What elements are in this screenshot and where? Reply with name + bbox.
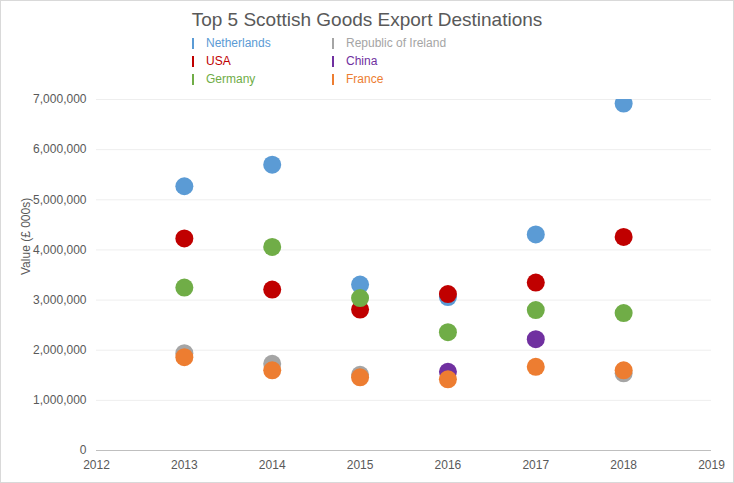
html-text:Germany: Germany — [206, 72, 256, 86]
svg-text:2014: 2014 — [259, 458, 286, 472]
svg-text:7,000,000: 7,000,000 — [33, 92, 87, 106]
html-text:Top 5 Scottish Goods Export De: Top 5 Scottish Goods Export Destinations — [191, 9, 543, 30]
svg-text:4,000,000: 4,000,000 — [33, 243, 87, 257]
svg-text:6,000,000: 6,000,000 — [33, 142, 87, 156]
svg-text:2015: 2015 — [347, 458, 374, 472]
svg-text:2016: 2016 — [435, 458, 462, 472]
svg-text:2013: 2013 — [171, 458, 198, 472]
html-text:USA: USA — [206, 54, 231, 68]
html-text:Republic of Ireland: Republic of Ireland — [346, 36, 447, 50]
svg-text:3,000,000: 3,000,000 — [33, 293, 87, 307]
svg-text:0: 0 — [80, 443, 87, 457]
svg-text:5,000,000: 5,000,000 — [33, 193, 87, 207]
html-text:Netherlands: Netherlands — [206, 36, 271, 50]
svg-text:2017: 2017 — [522, 458, 549, 472]
svg-text:2,000,000: 2,000,000 — [33, 343, 87, 357]
svg-text:1,000,000: 1,000,000 — [33, 393, 87, 407]
svg-text:2012: 2012 — [83, 458, 110, 472]
svg-text:2018: 2018 — [610, 458, 637, 472]
svg-text:Value (£ 000s): Value (£ 000s) — [19, 198, 33, 275]
svg-text:2019: 2019 — [698, 458, 725, 472]
html-text:China: China — [346, 54, 378, 68]
html-text:France: France — [346, 72, 384, 86]
